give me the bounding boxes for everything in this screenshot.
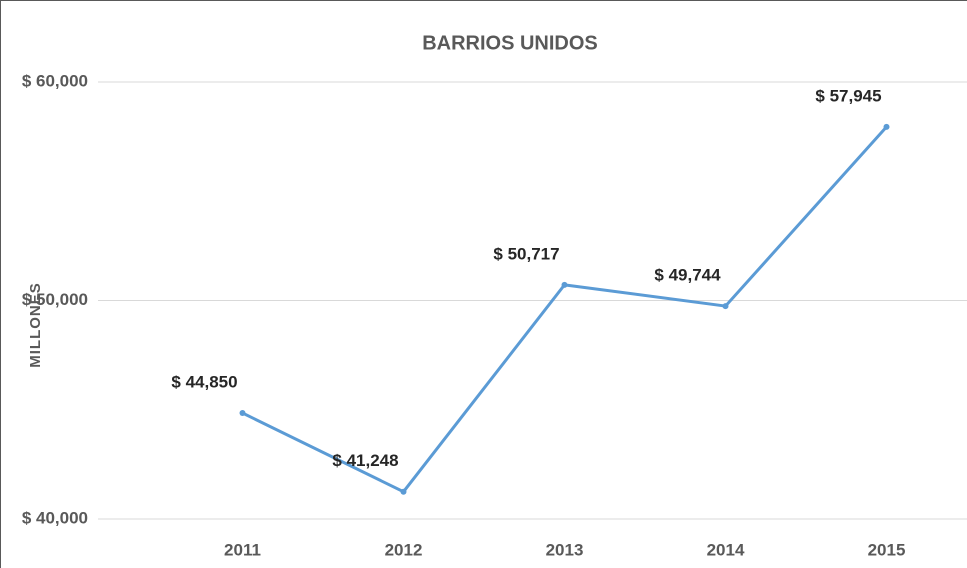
point bbox=[722, 303, 729, 310]
data-label: $ 57,945 bbox=[815, 86, 881, 105]
chart-title: BARRIOS UNIDOS bbox=[422, 32, 598, 54]
point bbox=[239, 410, 246, 417]
data-label: $ 44,850 bbox=[171, 373, 237, 392]
x-tick-label: 2012 bbox=[385, 540, 423, 559]
x-tick-label: 2011 bbox=[224, 540, 261, 559]
data-label: $ 50,717 bbox=[493, 244, 559, 263]
x-tick-label: 2015 bbox=[868, 540, 906, 559]
y-tick-label: $ 60,000 bbox=[22, 71, 88, 90]
data-label: $ 41,248 bbox=[332, 451, 398, 470]
point bbox=[400, 488, 407, 495]
y-tick-label: $ 40,000 bbox=[22, 508, 88, 527]
x-tick-label: 2014 bbox=[707, 540, 745, 559]
point bbox=[883, 123, 890, 130]
data-label: $ 49,744 bbox=[654, 266, 721, 285]
y-axis-label: MILLONES bbox=[27, 282, 44, 368]
point bbox=[561, 281, 568, 288]
y-tick-label: $ 50,000 bbox=[22, 290, 88, 309]
x-tick-label: 2013 bbox=[546, 540, 584, 559]
